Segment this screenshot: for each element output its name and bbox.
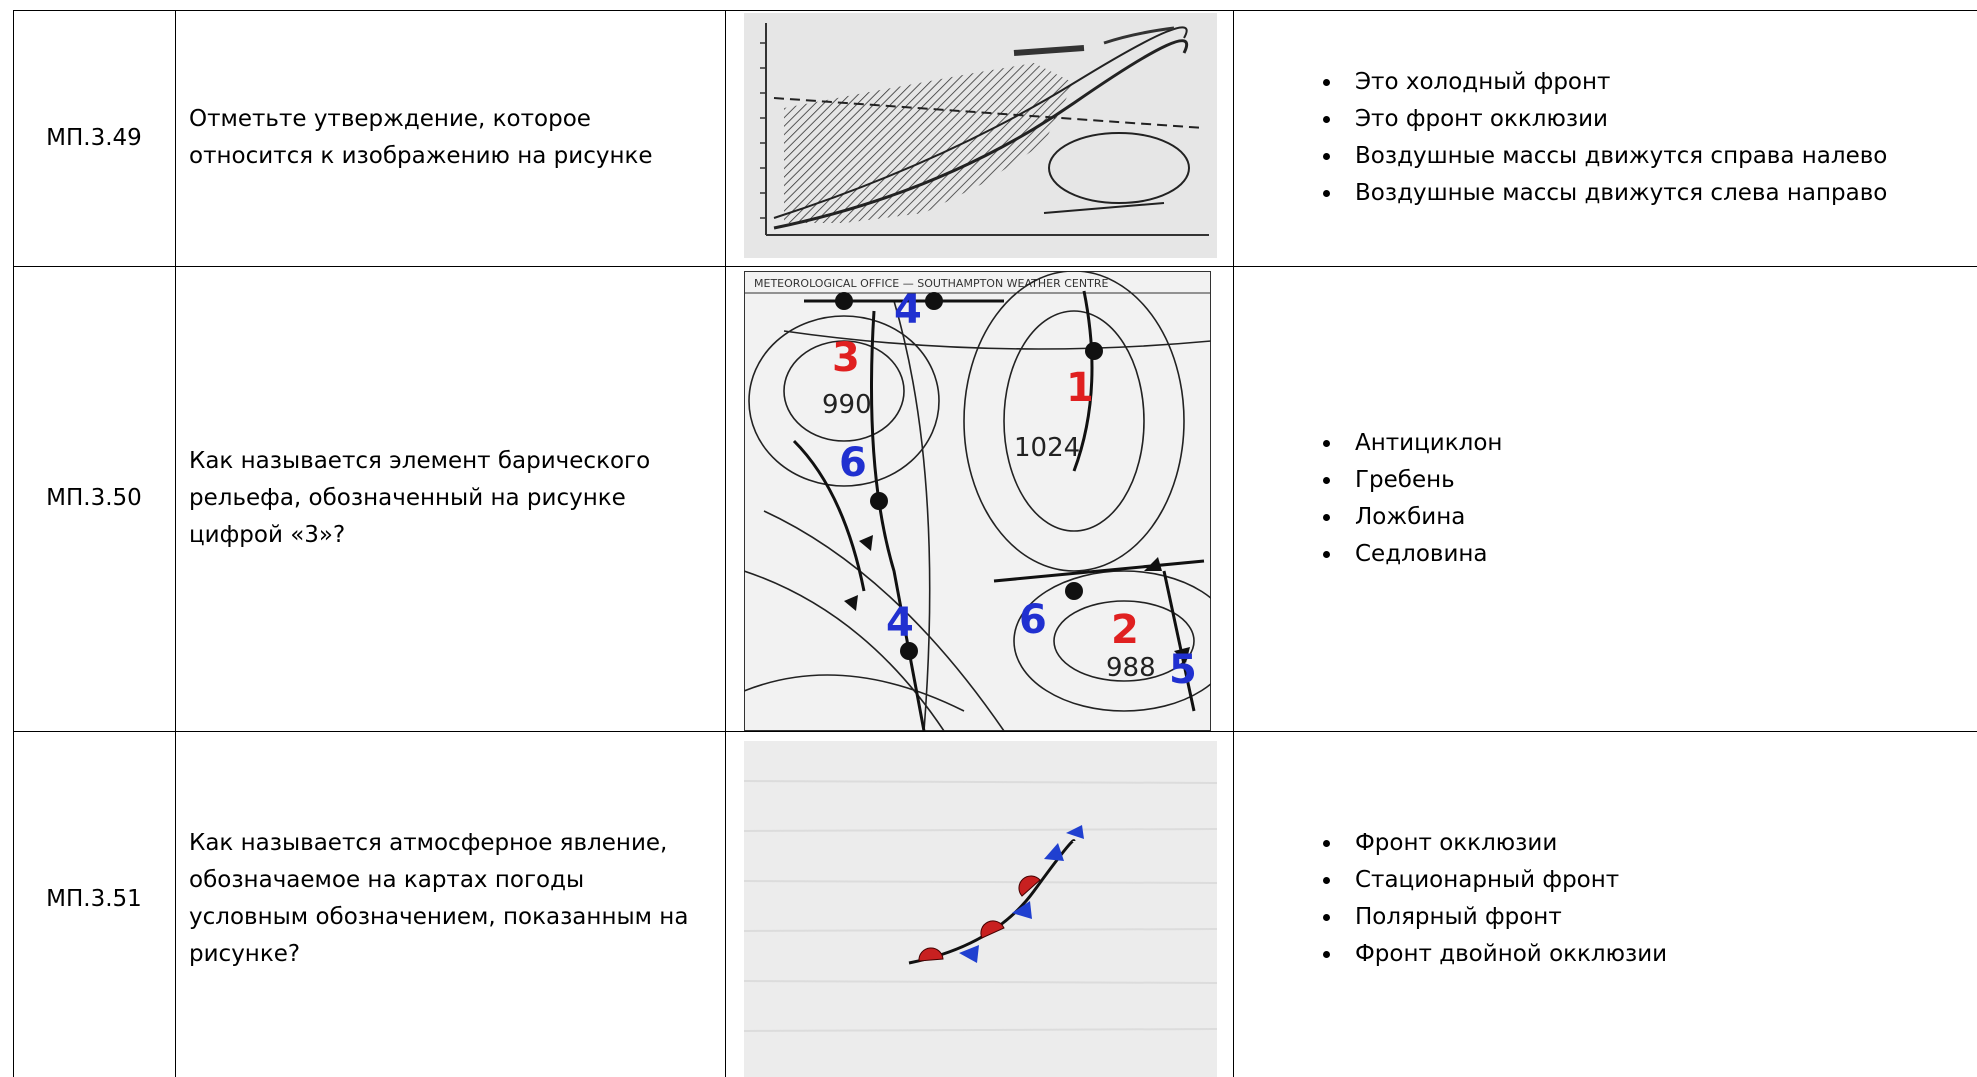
border [725,10,726,1077]
question: Отметьте утверждение, которое относится … [189,106,653,169]
map-label: 3 [832,335,860,381]
map-label: 1024 [1014,433,1080,463]
option: Полярный фронт [1343,899,1667,936]
map-label: 6 [839,440,867,486]
weather-map: METEOROLOGICAL OFFICE — SOUTHAMPTON WEAT… [744,271,1211,731]
border [13,731,1977,732]
option: Это фронт окклюзии [1343,101,1887,138]
question: Как называется атмосферное явление, обоз… [189,830,689,967]
border [1233,10,1234,1077]
front-cross-section [744,13,1217,258]
option: Это холодный фронт [1343,64,1887,101]
map-label: 6 [1019,597,1047,643]
map-label: 990 [822,390,872,420]
map-label: 5 [1169,647,1197,693]
map-label: 2 [1111,607,1139,653]
options-list: Это холодный фронтЭто фронт окклюзииВозд… [1233,64,1887,212]
options-cell: Фронт окклюзииСтационарный фронтПолярный… [1233,731,1977,1067]
option: Ложбина [1343,499,1502,536]
border [175,10,176,1077]
option: Воздушные массы движутся слева направо [1343,175,1887,212]
border [13,10,1977,11]
option: Стационарный фронт [1343,862,1667,899]
options-list: АнтициклонГребеньЛожбинаСедловина [1233,425,1502,573]
item-code: МП.3.50 [46,485,142,511]
option: Антициклон [1343,425,1502,462]
options-cell: АнтициклонГребеньЛожбинаСедловина [1233,266,1977,731]
map-label: 4 [894,287,922,333]
map-header: METEOROLOGICAL OFFICE — SOUTHAMPTON WEAT… [754,277,1108,290]
option: Седловина [1343,536,1502,573]
option: Воздушные массы движутся справа налево [1343,138,1887,175]
map-label: 1 [1066,365,1094,411]
border [13,10,14,1077]
map-label: 4 [886,600,914,646]
options-list: Фронт окклюзииСтационарный фронтПолярный… [1233,825,1667,973]
item-code: МП.3.51 [46,885,142,912]
question: Как называется элемент барического релье… [189,448,651,548]
option: Фронт двойной окклюзии [1343,936,1667,973]
map-labels: 3 4 1 990 1024 6 4 6 2 988 5 [822,287,1197,693]
option: Фронт окклюзии [1343,825,1667,862]
map-label: 988 [1106,653,1156,683]
option: Гребень [1343,462,1502,499]
border [13,266,1977,267]
front-symbol [744,741,1217,1077]
item-code: МП.3.49 [46,124,142,151]
options-cell: Это холодный фронтЭто фронт окклюзииВозд… [1233,10,1977,266]
